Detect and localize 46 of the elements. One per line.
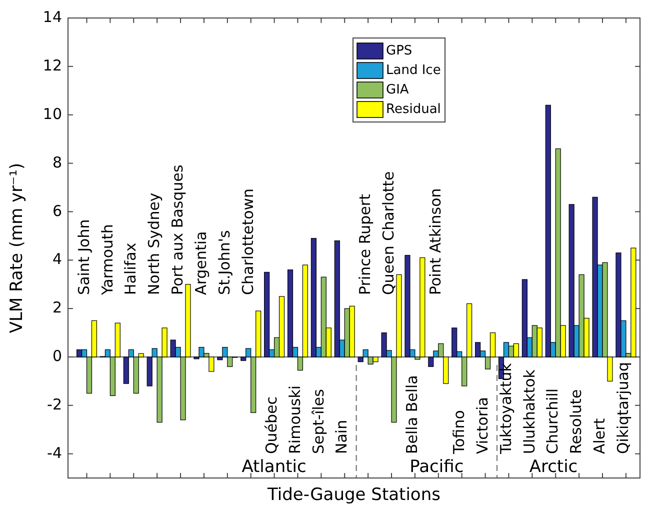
y-tick-label: 2 <box>52 298 62 317</box>
x-tick-label: Tofino <box>450 410 468 455</box>
x-tick-label: Saint John <box>74 219 93 295</box>
x-tick-label: Halifax <box>122 242 140 295</box>
x-tick-label: Nain <box>332 420 351 454</box>
x-tick-label: Resolute <box>567 389 586 454</box>
y-tick-label: 0 <box>52 347 62 366</box>
legend-label: GPS <box>386 44 412 59</box>
bar <box>592 196 598 358</box>
x-tick-label: Prince Rupert <box>356 194 374 295</box>
x-tick-label: Yarmouth <box>98 224 116 296</box>
y-tick-label: -4 <box>47 444 62 462</box>
x-tick-label: Victoria <box>473 397 492 454</box>
y-tick-label: 10 <box>42 104 62 123</box>
x-tick-label: North Sydney <box>145 192 164 295</box>
legend-label: Land Ice <box>386 63 441 78</box>
x-tick-label: Churchill <box>544 388 562 454</box>
x-tick-label: Queen Charlotte <box>380 171 398 295</box>
annotation: Pacific <box>410 457 464 477</box>
annotation: Arctic <box>529 457 578 477</box>
legend-label: Residual <box>386 102 441 118</box>
x-tick-label: Alert <box>590 418 609 454</box>
legend-label: GIA <box>386 82 409 98</box>
y-tick-label: 6 <box>52 202 62 220</box>
x-tick-label: Point Atkinson <box>426 188 445 295</box>
bar <box>568 204 574 358</box>
bar <box>264 272 270 358</box>
y-tick-label: 8 <box>52 153 62 172</box>
x-tick-label: Qikiqtarjuaq <box>614 362 632 454</box>
x-tick-label: St.John's <box>216 230 234 295</box>
x-tick-label: Charlottetown <box>238 188 257 295</box>
annotation: Atlantic <box>242 457 306 477</box>
x-tick-label: Tuktoyaktuk <box>496 362 515 455</box>
y-tick-label: 12 <box>42 56 62 75</box>
x-tick-label: Québec <box>262 396 280 454</box>
x-tick-label: Sept-îles <box>309 388 328 454</box>
x-tick-label: Bella Bella <box>403 375 422 454</box>
y-axis-title: VLM Rate (mm yr⁻¹) <box>7 162 27 334</box>
x-tick-label: Port aux Basques <box>168 164 187 295</box>
x-tick-label: Argentia <box>192 231 210 295</box>
x-tick-label: Rimouski <box>286 385 304 454</box>
x-tick-label: Ulukhaktok <box>520 369 538 454</box>
y-tick-label: -2 <box>47 395 62 414</box>
x-axis-title: Tide-Gauge Stations <box>266 485 441 505</box>
y-tick-label: 4 <box>52 250 62 268</box>
y-tick-label: 14 <box>42 8 62 26</box>
